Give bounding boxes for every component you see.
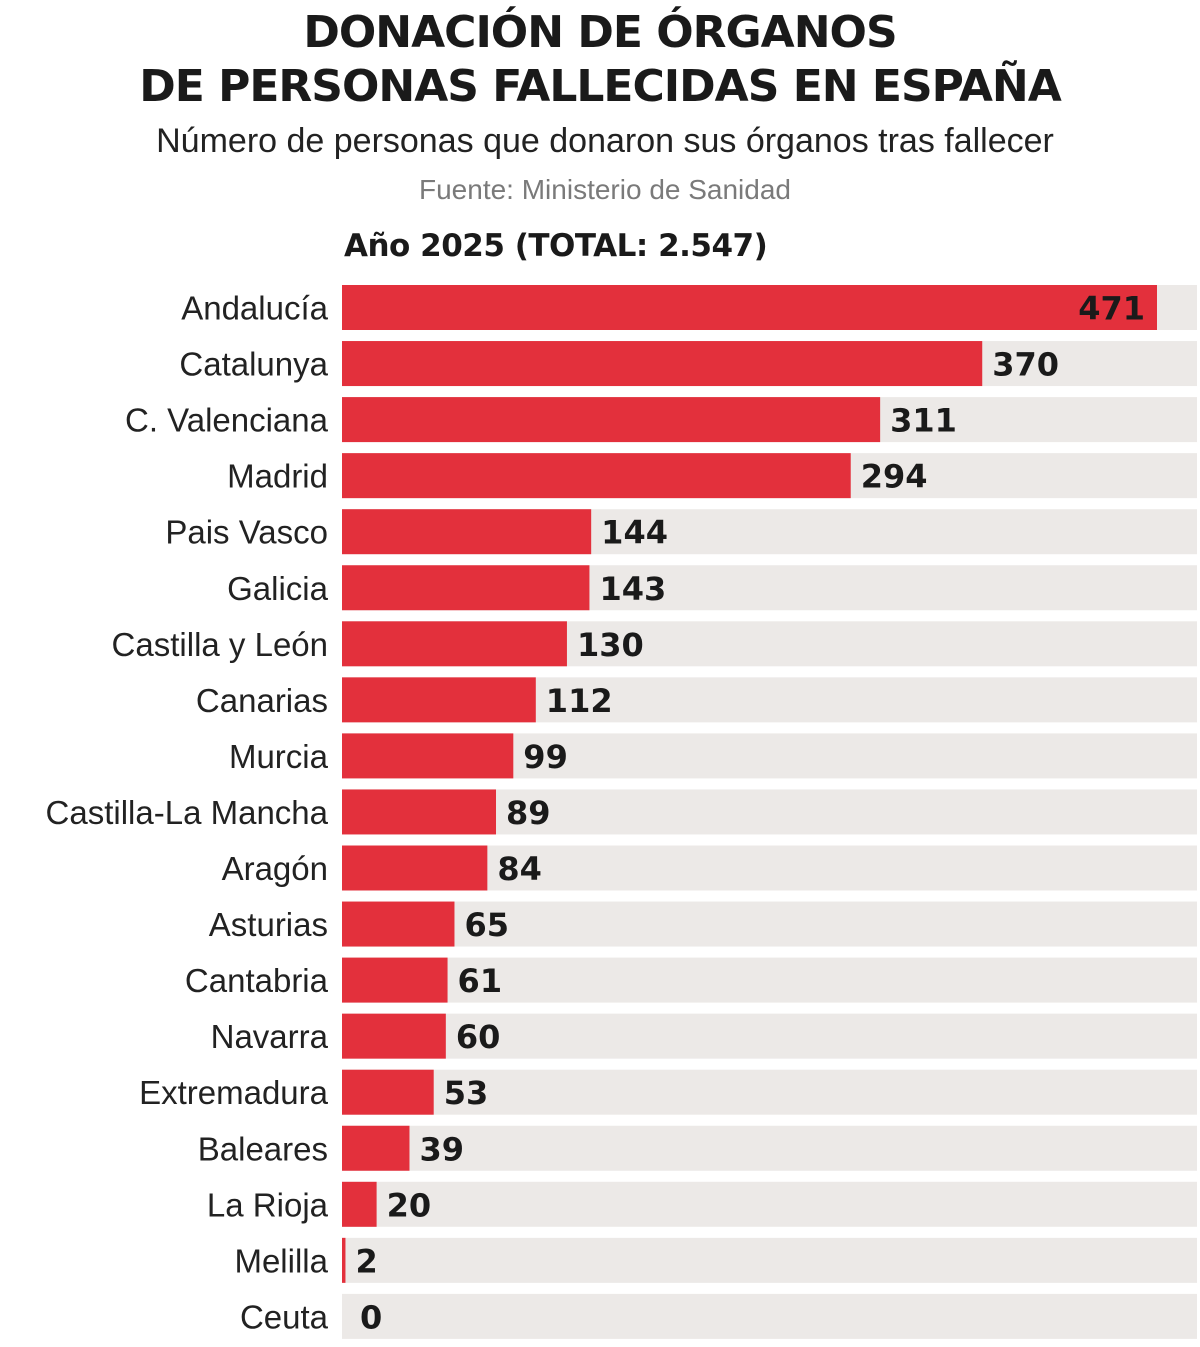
value-label: 99 [523, 738, 568, 776]
value-label: 53 [444, 1074, 489, 1112]
category-label: Madrid [227, 458, 328, 495]
category-label: Aragón [222, 850, 328, 887]
bar [342, 341, 983, 387]
bar-track [342, 901, 1197, 947]
bar [342, 285, 1157, 330]
bar [342, 789, 497, 835]
bar [342, 1125, 410, 1171]
category-label: Baleares [198, 1130, 328, 1167]
bar [342, 453, 851, 499]
value-label: 61 [458, 962, 503, 1000]
category-label: Melilla [234, 1242, 328, 1279]
bar [342, 733, 514, 779]
value-label: 60 [456, 1018, 501, 1056]
bar [342, 1013, 446, 1059]
value-label: 89 [506, 794, 551, 832]
chart-year-total: Año 2025 (TOTAL: 2.547) [344, 228, 768, 264]
bar-track [342, 1125, 1197, 1171]
value-label: 112 [546, 682, 613, 720]
value-label: 39 [419, 1130, 464, 1168]
bar [342, 509, 592, 555]
category-label: Castilla y León [112, 626, 328, 663]
bar [342, 1181, 377, 1227]
category-label: Navarra [211, 1018, 329, 1055]
value-label: 0 [360, 1298, 382, 1336]
category-label: Ceuta [240, 1298, 329, 1335]
category-label: La Rioja [207, 1186, 329, 1223]
bar-track [342, 1181, 1197, 1227]
bar-track [342, 1013, 1197, 1059]
title-line-1: DONACIÓN DE ÓRGANOS [303, 7, 897, 58]
category-label: Cantabria [185, 962, 329, 999]
category-label: Pais Vasco [165, 514, 328, 551]
value-label: 294 [861, 458, 928, 496]
category-label: Murcia [229, 738, 329, 775]
bar [342, 1237, 346, 1283]
value-label: 471 [1078, 290, 1145, 328]
category-label: Andalucía [181, 290, 328, 327]
bar-track [342, 957, 1197, 1003]
bar [342, 565, 590, 611]
subtitle: Número de personas que donaron sus órgan… [156, 122, 1054, 160]
chart-title: DONACIÓN DE ÓRGANOS DE PERSONAS FALLECID… [0, 6, 1200, 114]
category-label: Galicia [227, 570, 329, 607]
title-line-2: DE PERSONAS FALLECIDAS EN ESPAÑA [139, 61, 1062, 112]
value-label: 65 [464, 906, 509, 944]
bar-track [342, 1069, 1197, 1115]
value-label: 130 [577, 626, 644, 664]
bar [342, 845, 488, 891]
category-label: Asturias [209, 906, 328, 943]
value-label: 144 [601, 514, 668, 552]
value-label: 143 [599, 570, 666, 608]
source: Fuente: Ministerio de Sanidad [419, 174, 791, 205]
category-label: C. Valenciana [125, 402, 329, 439]
bar [342, 621, 567, 667]
value-label: 370 [992, 346, 1059, 384]
category-label: Canarias [196, 682, 328, 719]
bar-track [342, 1237, 1197, 1283]
value-label: 84 [497, 850, 542, 888]
bar [342, 901, 455, 947]
bar-track [342, 1293, 1197, 1339]
bar [342, 1069, 434, 1115]
value-label: 2 [355, 1242, 377, 1280]
category-label: Catalunya [179, 346, 328, 383]
bar [342, 397, 881, 443]
value-label: 311 [890, 402, 957, 440]
bar [342, 677, 536, 723]
value-label: 20 [387, 1186, 432, 1224]
category-label: Castilla-La Mancha [46, 794, 329, 831]
bar [342, 957, 448, 1003]
category-label: Extremadura [139, 1074, 329, 1111]
